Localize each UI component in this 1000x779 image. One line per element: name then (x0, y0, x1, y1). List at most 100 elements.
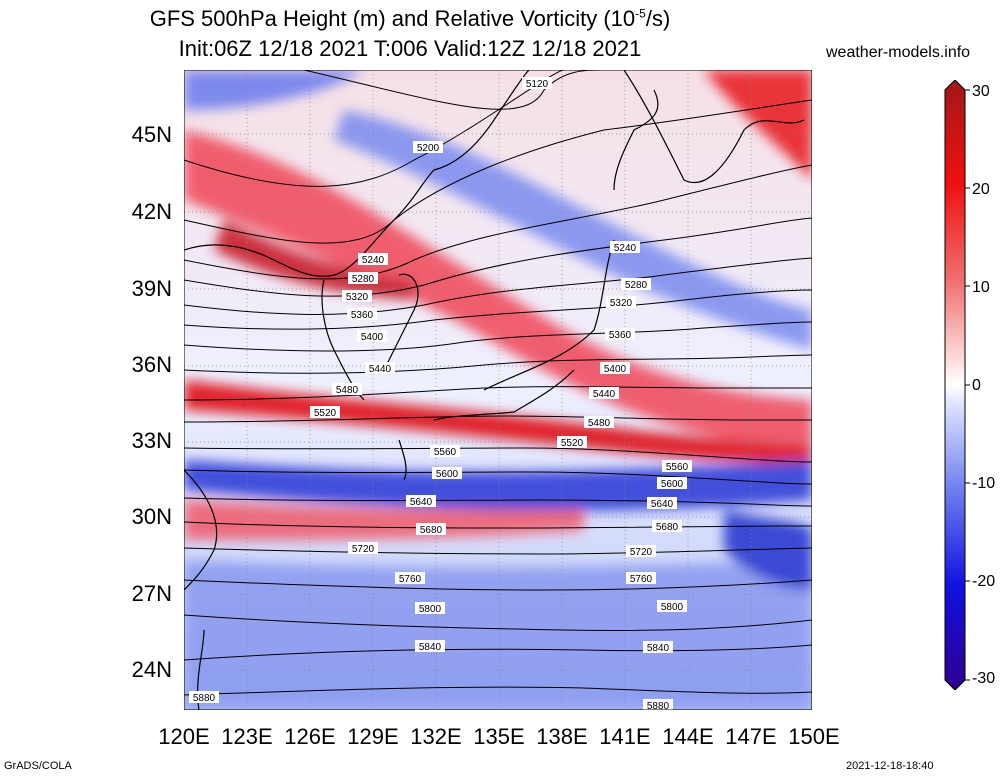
contour-label: 5640 (647, 497, 677, 510)
svg-text:5320: 5320 (610, 298, 633, 309)
contour-label: 5320 (342, 290, 372, 303)
contour-label: 5520 (310, 406, 340, 419)
svg-text:5840: 5840 (647, 643, 670, 654)
svg-text:5240: 5240 (362, 255, 385, 266)
colorbar-tick: 10 (972, 279, 990, 296)
svg-text:5680: 5680 (420, 525, 443, 536)
svg-text:5600: 5600 (436, 469, 459, 480)
svg-text:5400: 5400 (604, 364, 627, 375)
contour-label: 5440 (589, 387, 619, 400)
footer-left: GrADS/COLA (4, 760, 72, 772)
lat-label: 33N (131, 428, 172, 453)
svg-text:5760: 5760 (630, 574, 653, 585)
contour-label: 5320 (606, 296, 636, 309)
contour-label: 5720 (348, 542, 378, 555)
lon-label: 135E (473, 724, 525, 749)
contour-label: 5840 (643, 641, 673, 654)
lon-label: 132E (410, 724, 462, 749)
contour-label: 5680 (652, 520, 682, 533)
lon-label: 141E (599, 724, 651, 749)
svg-text:5640: 5640 (410, 497, 433, 508)
lon-label: 138E (536, 724, 588, 749)
contour-labels: 5120 5200 5240 5280 5320 5360 5400 5440 … (189, 77, 692, 710)
svg-text:5560: 5560 (666, 462, 689, 473)
contour-label: 5600 (657, 477, 687, 490)
lon-label: 126E (284, 724, 336, 749)
contour-label: 5800 (415, 602, 445, 615)
contour-label: 5640 (406, 495, 436, 508)
lat-label: 42N (131, 199, 172, 224)
contour-label: 5200 (413, 141, 443, 154)
svg-text:5480: 5480 (336, 385, 359, 396)
contour-label: 5880 (189, 691, 219, 704)
lat-label: 39N (131, 276, 172, 301)
svg-text:5360: 5360 (351, 310, 374, 321)
lon-label: 129E (347, 724, 399, 749)
svg-text:5520: 5520 (314, 408, 337, 419)
svg-text:5400: 5400 (361, 332, 384, 343)
svg-text:5280: 5280 (625, 280, 648, 291)
contour-label: 5760 (395, 572, 425, 585)
contour-label: 5720 (626, 545, 656, 558)
vorticity-map: 5120 5200 5240 5280 5320 5360 5400 5440 … (184, 70, 812, 710)
svg-text:5120: 5120 (526, 79, 549, 90)
contour-label: 5400 (357, 330, 387, 343)
svg-text:5720: 5720 (630, 547, 653, 558)
colorbar-tick: -20 (972, 573, 996, 590)
chart-title-line2: Init:06Z 12/18 2021 T:006 Valid:12Z 12/1… (178, 36, 642, 61)
svg-text:5600: 5600 (661, 479, 684, 490)
contour-label: 5240 (358, 253, 388, 266)
svg-text:5440: 5440 (369, 364, 392, 375)
contour-label: 5480 (332, 383, 362, 396)
contour-label: 5240 (610, 241, 640, 254)
contour-label: 5560 (430, 445, 460, 458)
colorbar-tick: -10 (972, 475, 996, 492)
contour-label: 5400 (600, 362, 630, 375)
svg-text:5520: 5520 (561, 438, 584, 449)
contour-label: 5280 (348, 272, 378, 285)
svg-text:5840: 5840 (419, 642, 442, 653)
svg-text:5760: 5760 (399, 574, 422, 585)
lat-label: 24N (131, 657, 172, 682)
contour-label: 5840 (415, 640, 445, 653)
svg-text:5720: 5720 (352, 544, 375, 555)
lon-label: 150E (788, 724, 840, 749)
contour-label: 5120 (522, 77, 552, 90)
svg-text:5320: 5320 (346, 292, 369, 303)
contour-label: 5360 (605, 328, 635, 341)
svg-text:5200: 5200 (417, 143, 440, 154)
contour-label: 5520 (557, 436, 587, 449)
contour-label: 5600 (432, 467, 462, 480)
lat-label: 27N (131, 581, 172, 606)
height-contours (184, 70, 812, 696)
contour-label: 5480 (584, 416, 614, 429)
lon-label: 144E (662, 724, 714, 749)
site-label: weather-models.info (826, 44, 971, 61)
svg-text:5480: 5480 (588, 418, 611, 429)
vorticity-field (184, 70, 812, 710)
svg-text:5280: 5280 (352, 274, 375, 285)
colorbar-tick: 20 (972, 181, 990, 198)
colorbar (944, 80, 970, 690)
contour-label: 5880 (643, 699, 673, 710)
svg-text:5880: 5880 (193, 693, 216, 704)
contour-label: 5560 (662, 460, 692, 473)
colorbar-tick: 0 (972, 377, 981, 394)
lon-label: 147E (725, 724, 777, 749)
svg-text:5440: 5440 (593, 389, 616, 400)
svg-text:5240: 5240 (614, 243, 637, 254)
lat-label: 36N (131, 352, 172, 377)
svg-text:5800: 5800 (419, 604, 442, 615)
lon-label: 120E (158, 724, 210, 749)
svg-text:5800: 5800 (661, 602, 684, 613)
svg-text:5560: 5560 (434, 447, 457, 458)
lat-label: 45N (131, 122, 172, 147)
lon-label: 123E (221, 724, 273, 749)
colorbar-tick: 30 (972, 83, 990, 100)
colorbar-tick: -30 (972, 670, 996, 687)
svg-text:5640: 5640 (651, 499, 674, 510)
grid-lines (184, 70, 812, 710)
contour-label: 5800 (657, 600, 687, 613)
coastlines (184, 70, 805, 710)
lat-label: 30N (131, 504, 172, 529)
